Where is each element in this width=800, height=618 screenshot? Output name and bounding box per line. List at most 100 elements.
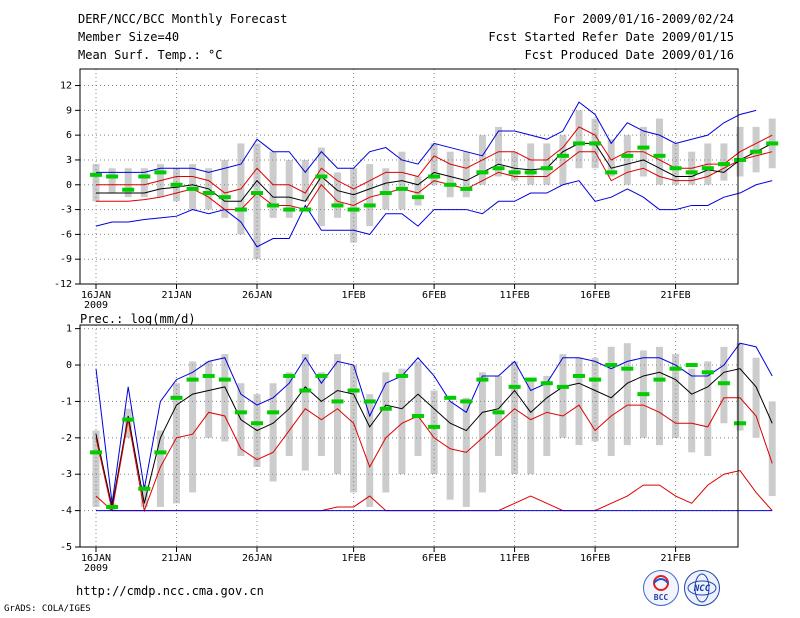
median-marker — [283, 373, 296, 378]
ensemble-box — [672, 354, 680, 438]
y-tick-label: -3 — [60, 205, 72, 216]
x-tick-label: 16JAN — [81, 290, 111, 301]
ensemble-box — [382, 372, 390, 493]
median-marker — [106, 504, 119, 509]
ensemble-box — [446, 401, 454, 500]
x-tick-label: 1FEB — [342, 553, 366, 564]
ensemble-box — [656, 346, 663, 446]
median-marker — [508, 170, 521, 175]
ensemble-box — [575, 357, 583, 446]
x-tick-label: 21JAN — [161, 553, 191, 564]
valid-period-label: For 2009/01/16-2009/02/24 — [553, 12, 734, 26]
ensemble-box — [736, 343, 744, 431]
plot-frame — [79, 68, 739, 285]
ensemble-box — [559, 135, 567, 185]
variable-label: Mean Surf. Temp.: °C — [78, 48, 223, 62]
ensemble-box — [350, 365, 358, 493]
median-marker — [428, 424, 441, 429]
y-tick-label: 0 — [66, 180, 72, 191]
ncc-logo-icon: NCC — [687, 573, 717, 603]
ensemble-box — [607, 139, 615, 177]
ensemble-box — [704, 361, 712, 457]
median-marker — [218, 195, 231, 200]
median-marker — [331, 399, 344, 404]
ensemble-box — [527, 143, 535, 185]
ensemble-box — [92, 164, 100, 202]
ensemble-box — [414, 361, 422, 457]
median-marker — [395, 186, 408, 191]
median-marker — [589, 377, 602, 382]
ensemble-box — [189, 164, 197, 210]
y-tick-label: 12 — [60, 81, 72, 92]
median-marker — [363, 399, 376, 404]
y-tick-label: 6 — [66, 130, 72, 141]
median-marker — [524, 170, 537, 175]
median-marker — [218, 377, 231, 382]
median-marker — [540, 166, 553, 171]
ensemble-box — [317, 147, 325, 227]
ensemble-box — [366, 394, 374, 507]
median-marker — [637, 392, 650, 397]
median-marker — [138, 486, 151, 491]
median-marker — [331, 203, 344, 208]
y-tick-label: -12 — [54, 279, 72, 290]
ensemble-box — [124, 168, 132, 198]
median-marker — [186, 186, 199, 191]
median-marker — [154, 450, 167, 455]
median-marker — [653, 377, 666, 382]
bcc-logo-icon: BCC — [653, 575, 669, 602]
median-marker — [90, 172, 102, 177]
y-tick-label: 1 — [66, 324, 72, 335]
ncc-logo: NCC — [684, 570, 720, 606]
median-marker — [766, 141, 779, 146]
ensemble-box — [140, 168, 148, 198]
median-marker — [717, 162, 730, 167]
series-line-ensemble-max — [95, 180, 773, 248]
x-tick-label: 1FEB — [342, 290, 366, 301]
ensemble-box — [656, 118, 663, 185]
ensemble-box — [768, 401, 776, 497]
x-tick-label: 21FEB — [661, 553, 691, 564]
median-marker — [621, 153, 634, 158]
median-marker — [106, 174, 119, 179]
ensemble-box — [124, 408, 132, 438]
x-tick-label: 16FEB — [580, 290, 610, 301]
series-line-ensemble-mean — [96, 142, 773, 202]
member-size-label: Member Size=40 — [78, 30, 180, 44]
median-marker — [605, 363, 618, 368]
median-marker — [202, 191, 215, 196]
series-line-ensemble-mean — [95, 368, 773, 508]
ensemble-box — [221, 159, 229, 218]
median-marker — [460, 186, 473, 191]
y-tick-label: -9 — [60, 254, 72, 265]
precip-title: Prec.: log(mm/d) — [80, 312, 196, 326]
median-marker — [315, 174, 328, 179]
ensemble-box — [752, 126, 760, 173]
ncc-logo-text: NCC — [693, 584, 711, 594]
ensemble-box — [285, 372, 293, 457]
ensemble-box — [205, 361, 213, 438]
plot-frame — [79, 324, 739, 548]
median-marker — [347, 388, 360, 393]
ensemble-box — [623, 343, 631, 446]
median-marker — [379, 191, 392, 196]
median-marker — [492, 410, 505, 415]
median-marker — [363, 203, 376, 208]
ensemble-box — [173, 383, 180, 504]
series-line-inner-high — [96, 126, 773, 194]
median-marker — [267, 410, 280, 415]
y-tick-label: -3 — [60, 469, 72, 480]
ensemble-box — [156, 430, 164, 507]
y-tick-label: 9 — [66, 105, 72, 116]
median-marker — [299, 388, 312, 393]
ensemble-box — [366, 164, 374, 227]
footer-url[interactable]: http://cmdp.ncc.cma.gov.cn — [76, 584, 264, 598]
median-marker — [444, 395, 457, 400]
median-marker — [524, 377, 537, 382]
median-marker — [508, 384, 521, 389]
median-marker — [573, 373, 585, 378]
median-marker — [122, 417, 135, 422]
median-marker — [170, 182, 183, 187]
